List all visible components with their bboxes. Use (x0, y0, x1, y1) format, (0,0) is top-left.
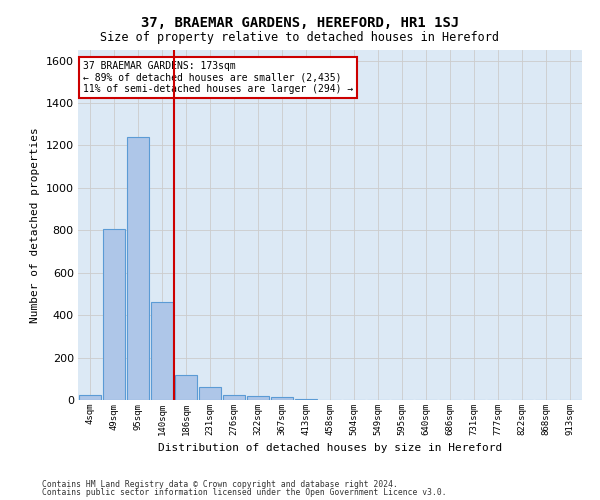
Y-axis label: Number of detached properties: Number of detached properties (30, 127, 40, 323)
Bar (79, 394, 101, 400)
X-axis label: Distribution of detached houses by size in Hereford: Distribution of detached houses by size … (158, 444, 502, 454)
Bar (175, 374, 197, 400)
Bar (103, 229, 125, 400)
Bar (247, 396, 269, 400)
Bar (223, 394, 245, 400)
Bar (127, 137, 149, 400)
Text: Contains public sector information licensed under the Open Government Licence v3: Contains public sector information licen… (42, 488, 446, 497)
Text: Contains HM Land Registry data © Crown copyright and database right 2024.: Contains HM Land Registry data © Crown c… (42, 480, 398, 489)
Text: 37, BRAEMAR GARDENS, HEREFORD, HR1 1SJ: 37, BRAEMAR GARDENS, HEREFORD, HR1 1SJ (141, 16, 459, 30)
Text: 37 BRAEMAR GARDENS: 173sqm
← 89% of detached houses are smaller (2,435)
11% of s: 37 BRAEMAR GARDENS: 173sqm ← 89% of deta… (83, 60, 353, 94)
Bar (199, 388, 221, 400)
Bar (295, 399, 317, 400)
Text: Size of property relative to detached houses in Hereford: Size of property relative to detached ho… (101, 31, 499, 44)
Bar (151, 302, 173, 400)
Bar (271, 397, 293, 400)
